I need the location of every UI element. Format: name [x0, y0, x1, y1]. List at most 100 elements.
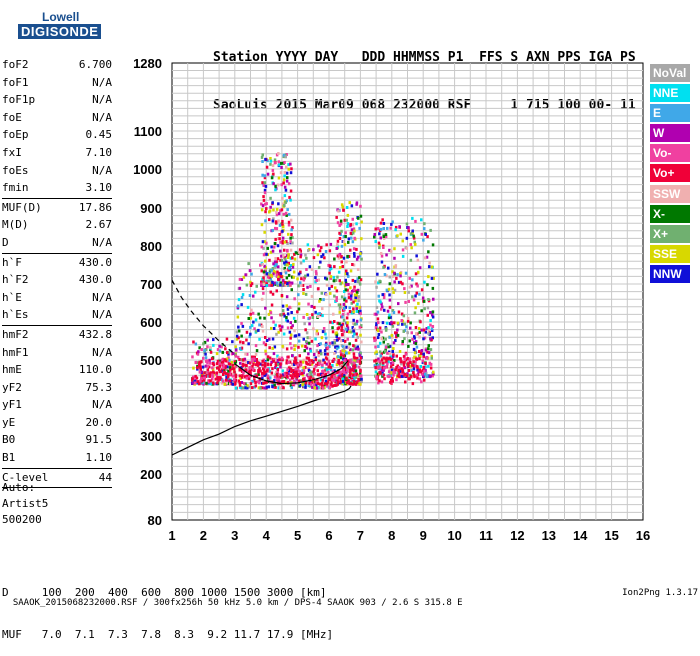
legend-item-sse: SSE: [650, 244, 690, 263]
echo-point: [287, 167, 290, 171]
echo-point: [329, 267, 333, 271]
echo-point: [413, 336, 416, 340]
echo-point: [263, 202, 267, 206]
echo-point: [418, 335, 421, 339]
param-row: MUF(D) 17.86: [2, 199, 112, 217]
echo-point: [373, 364, 377, 368]
echo-point: [341, 379, 345, 383]
echo-point: [319, 298, 322, 301]
echo-point: [325, 243, 328, 247]
echo-point: [261, 181, 264, 185]
echo-point: [228, 358, 231, 362]
echo-point: [302, 337, 305, 341]
echo-point: [264, 352, 268, 356]
echo-point: [291, 226, 294, 230]
echo-point: [228, 366, 232, 370]
echo-point: [418, 350, 421, 353]
echo-point: [289, 367, 293, 371]
echo-point: [296, 363, 299, 367]
echo-point: [270, 360, 273, 364]
echo-point: [296, 277, 299, 281]
echo-point: [271, 337, 275, 341]
echo-point: [269, 363, 273, 367]
echo-point: [288, 266, 291, 270]
echo-point: [271, 292, 275, 296]
echo-point: [373, 312, 377, 316]
echo-point: [351, 278, 355, 282]
echo-point: [353, 254, 356, 258]
param-separator: [2, 467, 112, 469]
y-tick-label: 500: [140, 353, 162, 368]
echo-point: [260, 202, 263, 206]
echo-point: [324, 379, 328, 383]
echo-point: [392, 353, 395, 357]
param-name: B0: [2, 433, 16, 447]
echo-point: [293, 257, 297, 261]
echo-point: [358, 305, 361, 309]
echo-point: [218, 344, 221, 348]
echo-point: [382, 356, 385, 360]
echo-point: [389, 378, 393, 382]
echo-point: [419, 320, 422, 324]
echo-point: [388, 322, 392, 326]
echo-point: [412, 234, 415, 238]
echo-point: [413, 311, 417, 315]
echo-point: [321, 253, 325, 257]
echo-point: [268, 209, 272, 213]
echo-point: [330, 368, 333, 372]
echo-point: [331, 321, 334, 325]
echo-point: [218, 361, 221, 365]
echo-point: [271, 219, 275, 223]
echo-point: [266, 172, 270, 176]
echo-point: [307, 302, 310, 306]
echo-point: [379, 252, 383, 255]
echo-point: [240, 346, 244, 350]
legend-item-vo: Vo+: [650, 164, 690, 183]
echo-point: [291, 324, 294, 328]
echo-point: [308, 381, 311, 385]
echo-point: [422, 352, 425, 356]
echo-point: [292, 379, 296, 383]
echo-point: [285, 171, 289, 175]
echo-point: [218, 364, 221, 368]
echo-point: [209, 345, 212, 349]
echo-point: [203, 376, 206, 380]
param-row: h`F2 430.0: [2, 271, 112, 289]
echo-point: [279, 209, 282, 213]
echo-point: [382, 237, 386, 240]
echo-point: [249, 382, 253, 386]
echo-point: [428, 332, 431, 336]
echo-point: [316, 344, 319, 348]
echo-point: [314, 276, 317, 280]
echo-point: [202, 356, 205, 360]
echo-point: [420, 372, 424, 376]
echo-point: [289, 336, 292, 340]
echo-point: [273, 161, 277, 165]
param-value: 430.0: [78, 255, 112, 269]
echo-point: [391, 274, 395, 278]
echo-point: [263, 191, 267, 195]
x-tick-label: 6: [325, 528, 332, 543]
echo-point: [208, 361, 212, 365]
echo-point: [374, 240, 377, 243]
echo-point: [286, 326, 290, 330]
echo-point: [346, 321, 349, 325]
echo-point: [400, 360, 403, 364]
echo-point: [268, 272, 272, 276]
param-row: yE 20.0: [2, 414, 112, 432]
echo-point: [276, 375, 279, 379]
echo-point: [373, 336, 376, 340]
echo-point: [314, 337, 317, 341]
echo-point: [406, 316, 410, 320]
echo-point: [302, 384, 305, 388]
param-value: 91.5: [85, 433, 113, 447]
echo-point: [251, 311, 255, 315]
echo-point: [424, 365, 427, 369]
echo-point: [394, 331, 397, 335]
echo-point: [299, 379, 302, 383]
echo-point: [264, 373, 268, 377]
echo-point: [259, 386, 262, 390]
echo-point: [299, 253, 303, 257]
echo-point: [407, 226, 410, 230]
echo-point: [325, 293, 328, 297]
